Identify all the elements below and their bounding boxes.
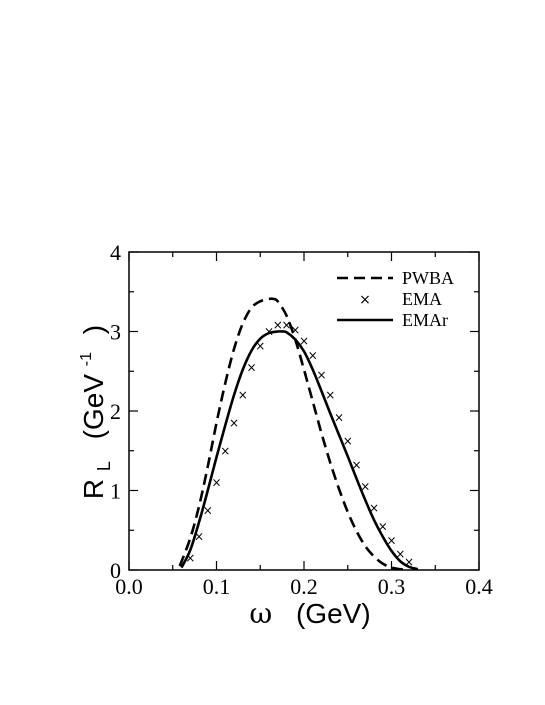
point-ema: × [299,334,309,348]
y-tick-label: 0 [110,558,121,583]
y-axis-title: R L (GeV -1 ) [66,325,116,499]
y-tick-label: 3 [110,320,121,345]
line-emar [180,330,419,571]
point-ema: × [229,416,239,430]
y-axis-sub: L [94,461,114,471]
series-layer: ×××××××××××××××××××××××××× [178,297,419,572]
x-tick-label: 0.0 [115,574,143,599]
point-ema: × [351,458,361,472]
point-ema: × [273,318,283,332]
point-ema: × [281,318,291,332]
y-axis-unit: (GeV [78,374,109,440]
point-ema: × [404,555,414,569]
point-ema: × [203,503,213,517]
x-tick-label: 0.4 [465,574,493,599]
point-ema: × [220,444,230,458]
y-tick-label: 4 [110,240,121,265]
point-ema: × [325,388,335,402]
y-axis-exp: -1 [78,352,95,366]
point-ema: × [360,480,370,494]
point-ema: × [395,547,405,561]
x-tick-label: 0.1 [203,574,231,599]
y-tick-label: 2 [110,399,121,424]
point-ema: × [386,534,396,548]
y-axis-close: ) [78,325,109,334]
point-ema: × [264,325,274,339]
tick-labels: 0.0 0.1 0.2 0.3 0.4 0 1 2 3 4 [110,240,493,599]
y-tick-label: 1 [110,479,121,504]
point-ema: × [255,339,265,353]
x-tick-label: 0.2 [290,574,318,599]
point-ema: × [316,368,326,382]
legend-label-pwba: PWBA [402,268,454,288]
legend: PWBA × EMA EMAr [337,268,454,330]
point-ema: × [211,476,221,490]
legend-label-ema: EMA [402,289,442,309]
legend-label-emar: EMAr [402,310,448,330]
x-axis-title: ω (GeV) [249,597,370,630]
point-ema: × [378,519,388,533]
x-axis-unit: (GeV) [296,598,371,629]
point-ema: × [246,360,256,374]
line-pwba [178,297,410,572]
point-ema: × [308,348,318,362]
point-ema: × [238,388,248,402]
y-axis-main: R [78,479,109,499]
point-ema: × [194,530,204,544]
x-axis-symbol: ω [249,597,272,630]
point-ema: × [334,410,344,424]
legend-marker-ema: × [359,292,371,308]
x-tick-label: 0.3 [378,574,406,599]
point-ema: × [185,551,195,565]
point-ema: × [369,501,379,515]
point-ema: × [343,434,353,448]
axis-ticks [128,251,480,571]
point-ema: × [290,323,300,337]
